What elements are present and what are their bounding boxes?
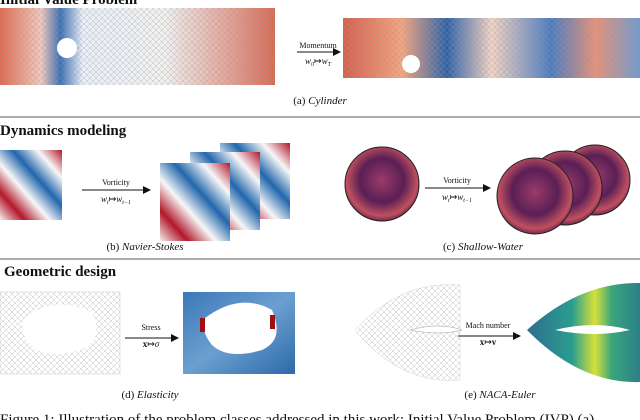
formula-part: w <box>457 192 463 202</box>
arrow-label: Stress <box>141 323 160 332</box>
arrow-label: Momentum <box>299 41 337 50</box>
formula: wt↦wt−1 <box>442 192 472 204</box>
formula: w0↦wT <box>305 56 332 68</box>
formula-sub: t <box>448 198 450 204</box>
ns-input <box>0 150 62 220</box>
figure-caption: Figure 1: Illustration of the problem cl… <box>0 412 594 420</box>
panel-caption: (d) Elasticity <box>121 389 178 401</box>
formula-part: w <box>116 194 122 204</box>
mesh <box>0 8 275 85</box>
formula: wt↦wt−1 <box>101 194 131 206</box>
sw-output <box>496 157 574 235</box>
cylinder-hole <box>402 55 420 73</box>
formula-part: ↦ <box>450 192 458 202</box>
panel-caption: (c) Shallow-Water <box>443 241 524 253</box>
formula-part: x <box>480 337 485 347</box>
formula-part: ↦ <box>109 194 117 204</box>
caption-name: Cylinder <box>308 95 347 107</box>
sw-input <box>344 146 420 222</box>
formula-sub: t−1 <box>463 198 472 204</box>
formula-sub: 0 <box>311 62 314 68</box>
formula-part: ↦ <box>484 337 492 347</box>
caption-label: (c) <box>443 241 456 253</box>
caption-label: (b) <box>106 241 119 253</box>
mesh <box>343 18 640 78</box>
airfoil <box>409 325 463 334</box>
formula-part: ↦ <box>147 339 155 349</box>
formula-sub: t <box>107 200 109 206</box>
arrow-label: Mach number <box>466 321 511 330</box>
section-title: Initial Value Problem <box>0 0 138 8</box>
caption-name: Navier-Stokes <box>121 241 183 253</box>
caption-label: (a) <box>293 95 306 107</box>
stress-spot <box>200 318 205 332</box>
stress-spot <box>270 315 275 329</box>
arrow-label: Vorticity <box>102 178 130 187</box>
arrow-label: Vorticity <box>443 176 471 185</box>
caption-name: Shallow-Water <box>458 241 524 253</box>
panel-caption: (b) Navier-Stokes <box>106 241 183 253</box>
elasticity-hole <box>203 302 277 354</box>
formula-part: w <box>442 192 448 202</box>
section-title: Dynamics modeling <box>0 123 127 139</box>
formula-part: w <box>101 194 107 204</box>
elasticity-hole <box>22 304 97 354</box>
caption-label: (d) <box>121 389 134 401</box>
formula-sub: T <box>328 62 332 68</box>
formula-part: w <box>305 56 311 66</box>
formula-part: σ <box>155 339 160 349</box>
formula-part: ↦ <box>314 56 322 66</box>
formula-sub: t−1 <box>122 200 131 206</box>
cylinder-hole <box>57 38 77 58</box>
panel-caption: (a) Cylinder <box>293 95 347 107</box>
ns-output <box>160 163 230 241</box>
naca-input <box>354 284 461 381</box>
formula: x↦v <box>480 337 497 347</box>
section-title: Geometric design <box>4 264 117 280</box>
caption-name: Elasticity <box>136 389 179 401</box>
caption-name: NACA-Euler <box>478 389 536 401</box>
formula-part: x <box>143 339 148 349</box>
panel-caption: (e) NACA-Euler <box>464 389 536 401</box>
formula: x↦σ <box>143 339 160 349</box>
caption-label: (e) <box>464 389 477 401</box>
formula-part: w <box>322 56 328 66</box>
formula-part: v <box>492 337 497 347</box>
airfoil <box>555 325 630 334</box>
